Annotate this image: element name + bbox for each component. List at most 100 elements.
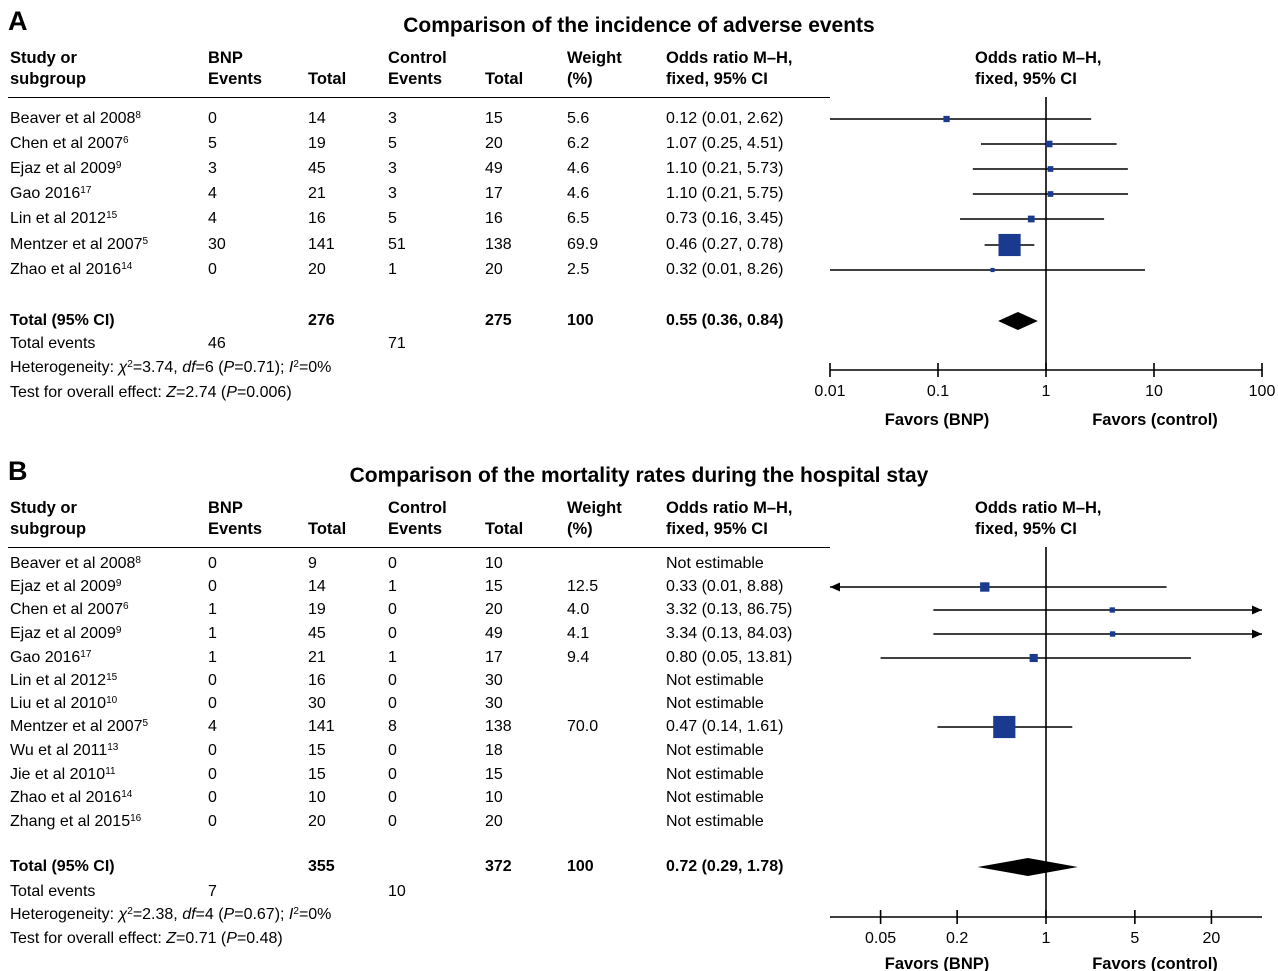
control-events: 0	[388, 555, 397, 572]
control-events: 3	[388, 160, 397, 177]
header-control-events: Control Events	[388, 49, 447, 88]
header-rule	[8, 97, 830, 98]
control-events: 1	[388, 261, 397, 278]
bnp-events: 0	[208, 695, 217, 712]
control-events: 0	[388, 766, 397, 783]
study-marker	[990, 267, 995, 273]
bnp-total: 20	[308, 813, 326, 830]
control-total: 17	[485, 185, 503, 202]
control-events: 5	[388, 135, 397, 152]
total-events-row: Total events 46 71	[0, 333, 830, 355]
control-events: 8	[388, 718, 397, 735]
weight: 4.6	[567, 160, 590, 177]
bnp-total: 355	[308, 858, 335, 875]
bnp-total: 45	[308, 625, 326, 642]
header-bnp-events: BNP Events	[208, 49, 263, 88]
weight: 6.2	[567, 135, 590, 152]
study-name: Beaver et al 20088	[10, 555, 141, 572]
bnp-events: 0	[208, 813, 217, 830]
header-control-total: Total	[485, 70, 524, 88]
study-name: Zhang et al 201516	[10, 813, 142, 830]
total-label: Total (95% CI)	[10, 858, 115, 875]
table-row: Chen et al 20076 5 19 5 20 6.2 1.07 (0.25, 4.5…	[0, 133, 830, 155]
control-total: 138	[485, 236, 512, 253]
heterogeneity-note: Heterogeneity: χ2=2.38, df=4 (P=0.67); I…	[10, 906, 332, 923]
weight: 100	[567, 312, 594, 329]
control-events: 0	[388, 695, 397, 712]
x-tick-label: 0.2	[946, 930, 968, 947]
study-name: Mentzer et al 20075	[10, 718, 149, 735]
bnp-events: 1	[208, 649, 217, 666]
bnp-events: 46	[208, 335, 226, 352]
header-bnp-total: Total	[308, 520, 347, 538]
control-total: 15	[485, 766, 503, 783]
bnp-total: 9	[308, 555, 317, 572]
bnp-total: 19	[308, 601, 326, 618]
bnp-total: 276	[308, 312, 335, 329]
weight: 12.5	[567, 578, 599, 595]
odds-ratio: 1.10 (0.21, 5.73)	[666, 160, 784, 177]
forest-plot: 0.01 0.1 1 10 100 Favors (BNP) Favors (control…	[814, 97, 1276, 429]
panel-a: A Comparison of the incidence of adverse…	[0, 0, 1278, 440]
control-events: 71	[388, 335, 406, 352]
bnp-total: 15	[308, 766, 326, 783]
x-tick-label: 1	[1042, 383, 1051, 400]
control-total: 20	[485, 813, 503, 830]
odds-ratio: 1.07 (0.25, 4.51)	[666, 135, 784, 152]
bnp-events: 0	[208, 789, 217, 806]
bnp-events: 4	[208, 185, 217, 202]
header-study: Study or subgroup	[10, 49, 87, 88]
table-row: Ejaz et al 20099 3 45 3 49 4.6 1.10 (0.21, 5.7…	[0, 158, 830, 180]
x-tick-label: 100	[1249, 383, 1276, 400]
ci-arrow-left	[830, 582, 840, 592]
pooled-diamond	[977, 858, 1078, 876]
panel-letter: B	[8, 456, 28, 486]
control-events: 0	[388, 625, 397, 642]
bnp-total: 21	[308, 649, 326, 666]
control-total: 20	[485, 135, 503, 152]
table-row: Zhang et al 201516 0 20 0 20 Not estimable	[0, 811, 830, 833]
table-row: Gao 201617 4 21 3 17 4.6 1.10 (0.21, 5.75)	[0, 183, 830, 205]
table-row: Beaver et al 20088 0 14 3 15 5.6 0.12 (0.01, 2…	[0, 108, 830, 130]
odds-ratio: Not estimable	[666, 789, 764, 806]
x-tick-label: 5	[1130, 930, 1139, 947]
bnp-total: 141	[308, 718, 335, 735]
odds-ratio: 0.32 (0.01, 8.26)	[666, 261, 784, 278]
panel-b: B Comparison of the mortality rates duri…	[0, 450, 1278, 971]
total-events-label: Total events	[10, 883, 96, 900]
odds-ratio: 0.73 (0.16, 3.45)	[666, 210, 784, 227]
weight: 4.0	[567, 601, 590, 618]
study-name: Zhao et al 201614	[10, 261, 133, 278]
study-marker	[1109, 607, 1115, 613]
x-tick-label: 20	[1203, 930, 1221, 947]
bnp-events: 7	[208, 883, 217, 900]
table-row: Beaver et al 20088 0 9 0 10 Not estimable	[0, 553, 830, 575]
control-events: 5	[388, 210, 397, 227]
odds-ratio: 0.47 (0.14, 1.61)	[666, 718, 784, 735]
bnp-total: 19	[308, 135, 326, 152]
x-tick-label: 1	[1042, 930, 1051, 947]
study-name: Ejaz et al 20099	[10, 625, 122, 642]
table-row: Lin et al 201215 0 16 0 30 Not estimable	[0, 670, 830, 692]
study-name: Beaver et al 20088	[10, 110, 141, 127]
total-events-label: Total events	[10, 335, 96, 352]
pooled-diamond	[998, 312, 1038, 330]
study-name: Ejaz et al 20099	[10, 160, 122, 177]
study-name: Wu et al 201113	[10, 742, 119, 759]
header-rule	[8, 547, 830, 548]
odds-ratio: 3.34 (0.13, 84.03)	[666, 625, 793, 642]
panel-title: Comparison of the mortality rates during…	[349, 464, 929, 487]
control-total: 372	[485, 858, 512, 875]
control-total: 10	[485, 789, 503, 806]
control-total: 30	[485, 672, 503, 689]
odds-ratio: 0.12 (0.01, 2.62)	[666, 110, 784, 127]
control-total: 49	[485, 625, 503, 642]
favors-control-label: Favors (control)	[1092, 411, 1218, 429]
table-row: Mentzer et al 20075 4 141 8 138 70.0 0.47 (0.1…	[0, 716, 830, 738]
header-control-events: Control Events	[388, 499, 447, 538]
bnp-events: 3	[208, 160, 217, 177]
odds-ratio: Not estimable	[666, 672, 764, 689]
odds-ratio: 0.33 (0.01, 8.88)	[666, 578, 784, 595]
weight: 2.5	[567, 261, 590, 278]
bnp-total: 15	[308, 742, 326, 759]
